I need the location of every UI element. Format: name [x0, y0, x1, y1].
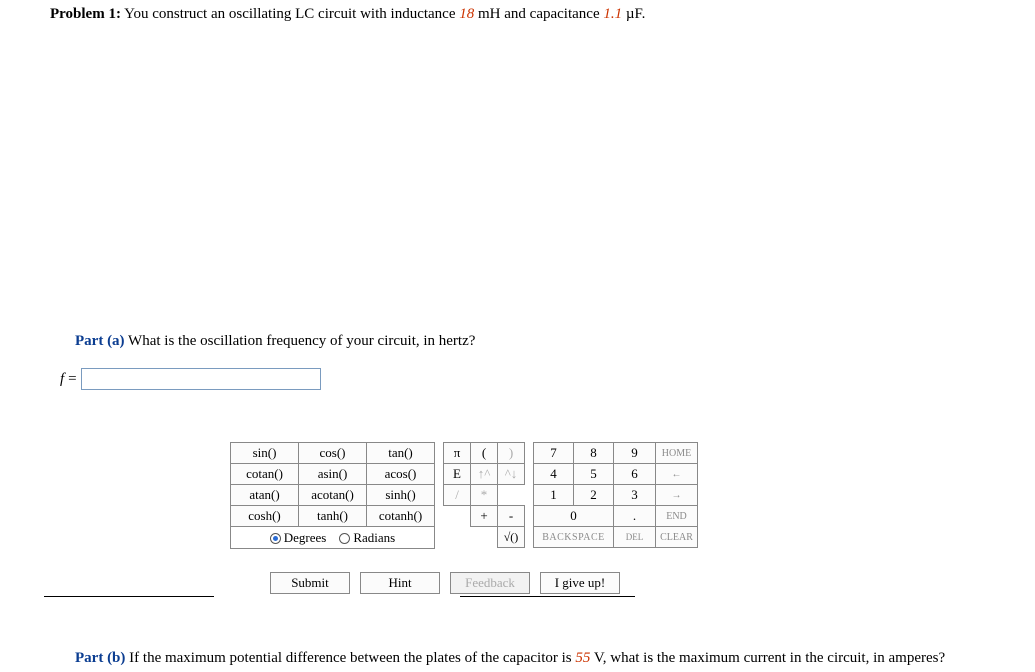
blank-cell	[471, 527, 498, 548]
key-7[interactable]: 7	[534, 443, 574, 464]
fn-tan[interactable]: tan()	[367, 443, 435, 464]
key-left[interactable]: ←	[656, 464, 698, 485]
fn-asin[interactable]: asin()	[299, 464, 367, 485]
key-multiply[interactable]: *	[471, 485, 498, 506]
part-a-label: Part (a)	[75, 333, 125, 349]
key-1[interactable]: 1	[534, 485, 574, 506]
blank-cell	[498, 485, 525, 506]
key-6[interactable]: 6	[614, 464, 656, 485]
problem-text-pre: You construct an oscillating LC circuit …	[121, 6, 459, 22]
key-5[interactable]: 5	[574, 464, 614, 485]
key-dot[interactable]: .	[614, 506, 656, 527]
fn-acos[interactable]: acos()	[367, 464, 435, 485]
part-a-question: What is the oscillation frequency of you…	[125, 333, 476, 349]
problem-header: Problem 1: You construct an oscillating …	[0, 0, 1035, 23]
fn-sin[interactable]: sin()	[231, 443, 299, 464]
action-row: Submit Hint Feedback I give up!	[270, 572, 620, 594]
answer-var: f	[60, 371, 64, 388]
key-9[interactable]: 9	[614, 443, 656, 464]
radio-radians-icon[interactable]	[339, 533, 350, 544]
key-0[interactable]: 0	[534, 506, 614, 527]
fn-atan[interactable]: atan()	[231, 485, 299, 506]
function-grid: sin() cos() tan() cotan() asin() acos() …	[230, 442, 435, 549]
part-b-val: 55	[575, 650, 590, 666]
key-3[interactable]: 3	[614, 485, 656, 506]
fn-cos[interactable]: cos()	[299, 443, 367, 464]
key-2[interactable]: 2	[574, 485, 614, 506]
fn-cotanh[interactable]: cotanh()	[367, 506, 435, 527]
divider-left	[44, 596, 214, 597]
giveup-button[interactable]: I give up!	[540, 572, 620, 594]
submit-button[interactable]: Submit	[270, 572, 350, 594]
answer-equals: =	[68, 371, 76, 388]
part-b-section: Part (b) If the maximum potential differ…	[75, 650, 945, 667]
key-home[interactable]: HOME	[656, 443, 698, 464]
key-sqrt[interactable]: √()	[498, 527, 525, 548]
divider-right	[460, 596, 635, 597]
problem-unit2: µF.	[622, 6, 645, 22]
key-power-down[interactable]: ^↓	[498, 464, 525, 485]
key-pi[interactable]: π	[444, 443, 471, 464]
key-backspace[interactable]: BACKSPACE	[534, 527, 614, 548]
blank-cell	[444, 506, 471, 527]
key-minus[interactable]: -	[498, 506, 525, 527]
blank-cell	[444, 527, 471, 548]
problem-label: Problem 1:	[50, 6, 121, 22]
numpad-grid: 7 8 9 HOME 4 5 6 ← 1 2 3 → 0 . END BACKS…	[533, 442, 698, 548]
part-b-text-pre: If the maximum potential difference betw…	[125, 650, 575, 666]
key-divide[interactable]: /	[444, 485, 471, 506]
key-right[interactable]: →	[656, 485, 698, 506]
problem-unit1: mH and capacitance	[474, 6, 603, 22]
feedback-button: Feedback	[450, 572, 530, 594]
part-b-unit-post: V, what is the maximum current in the ci…	[590, 650, 945, 666]
key-lparen[interactable]: (	[471, 443, 498, 464]
part-a-section: Part (a) What is the oscillation frequen…	[75, 333, 1035, 390]
key-power-up[interactable]: ↑^	[471, 464, 498, 485]
key-e[interactable]: E	[444, 464, 471, 485]
radio-degrees-icon[interactable]	[270, 533, 281, 544]
mode-radians[interactable]: Radians	[353, 530, 395, 545]
problem-val2: 1.1	[603, 6, 622, 22]
key-plus[interactable]: +	[471, 506, 498, 527]
problem-val1: 18	[459, 6, 474, 22]
fn-cosh[interactable]: cosh()	[231, 506, 299, 527]
answer-row: f =	[60, 368, 1035, 390]
mode-degrees[interactable]: Degrees	[284, 530, 327, 545]
key-del[interactable]: DEL	[614, 527, 656, 548]
symbol-grid: π ( ) E ↑^ ^↓ / * + - √()	[443, 442, 525, 548]
key-clear[interactable]: CLEAR	[656, 527, 698, 548]
fn-sinh[interactable]: sinh()	[367, 485, 435, 506]
key-8[interactable]: 8	[574, 443, 614, 464]
key-end[interactable]: END	[656, 506, 698, 527]
key-rparen[interactable]: )	[498, 443, 525, 464]
fn-tanh[interactable]: tanh()	[299, 506, 367, 527]
fn-cotan[interactable]: cotan()	[231, 464, 299, 485]
answer-input[interactable]	[81, 368, 321, 390]
calculator-area: sin() cos() tan() cotan() asin() acos() …	[230, 442, 698, 549]
hint-button[interactable]: Hint	[360, 572, 440, 594]
key-4[interactable]: 4	[534, 464, 574, 485]
mode-row: Degrees Radians	[231, 527, 435, 549]
fn-acotan[interactable]: acotan()	[299, 485, 367, 506]
part-b-label: Part (b)	[75, 650, 125, 666]
